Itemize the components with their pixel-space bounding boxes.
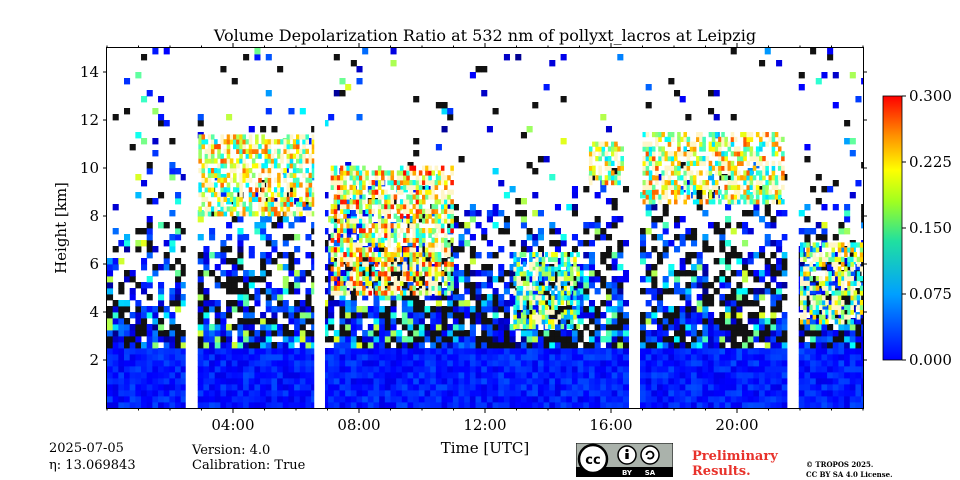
calibration-label: Calibration: True [192, 458, 306, 473]
y-tick-label: 2 [89, 351, 99, 369]
colorbar-ticks: 0.000 0.075 0.150 0.225 0.300 [902, 87, 952, 369]
x-tick-label: 16:00 [589, 416, 632, 434]
version-label: Version: 4.0 [192, 443, 271, 458]
y-axis-label: Height [km] [52, 182, 70, 274]
colorbar [882, 95, 903, 361]
colorbar-tick-label: 0.225 [909, 153, 952, 171]
axes: 2 4 6 8 10 12 14 04:00 08:00 12:00 16:00 20:00 [80, 43, 867, 434]
preliminary-line-1: Preliminary [692, 449, 778, 464]
y-tick-label: 8 [89, 207, 99, 225]
copyright-line: © TROPOS 2025. [806, 460, 874, 469]
x-tick-label: 04:00 [211, 416, 254, 434]
data-gap [185, 48, 197, 408]
colorbar-tick-label: 0.075 [909, 285, 952, 303]
x-tick-label: 20:00 [715, 416, 758, 434]
cc-by-text: BY [622, 469, 633, 477]
license-text: © TROPOS 2025. CC BY SA 4.0 License. [806, 460, 893, 480]
y-tick-label: 10 [80, 159, 99, 177]
y-tick-label: 4 [89, 303, 99, 321]
cc-license-icon: cc BY SA [576, 443, 673, 477]
x-tick-label: 08:00 [337, 416, 380, 434]
x-tick-label: 12:00 [463, 416, 506, 434]
colorbar-tick-label: 0.150 [909, 219, 952, 237]
y-tick-label: 6 [89, 255, 99, 273]
data-gap [787, 48, 799, 408]
heatmap-area [107, 48, 863, 408]
cc-sa-text: SA [645, 469, 656, 477]
colorbar-tick-label: 0.000 [909, 351, 952, 369]
license-line: CC BY SA 4.0 License. [806, 470, 893, 479]
y-tick-label: 14 [80, 63, 99, 81]
eta-label: η: 13.069843 [49, 458, 136, 473]
x-axis-label: Time [UTC] [441, 439, 530, 457]
data-gap [629, 48, 640, 408]
colorbar-tick-label: 0.300 [909, 87, 952, 105]
y-tick-label: 12 [80, 111, 99, 129]
preliminary-line-2: Results. [692, 464, 751, 479]
data-gap [314, 48, 325, 408]
chart-title: Volume Depolarization Ratio at 532 nm of… [213, 26, 756, 45]
date-label: 2025-07-05 [49, 441, 124, 456]
preliminary-results-label: Preliminary Results. [692, 449, 778, 479]
